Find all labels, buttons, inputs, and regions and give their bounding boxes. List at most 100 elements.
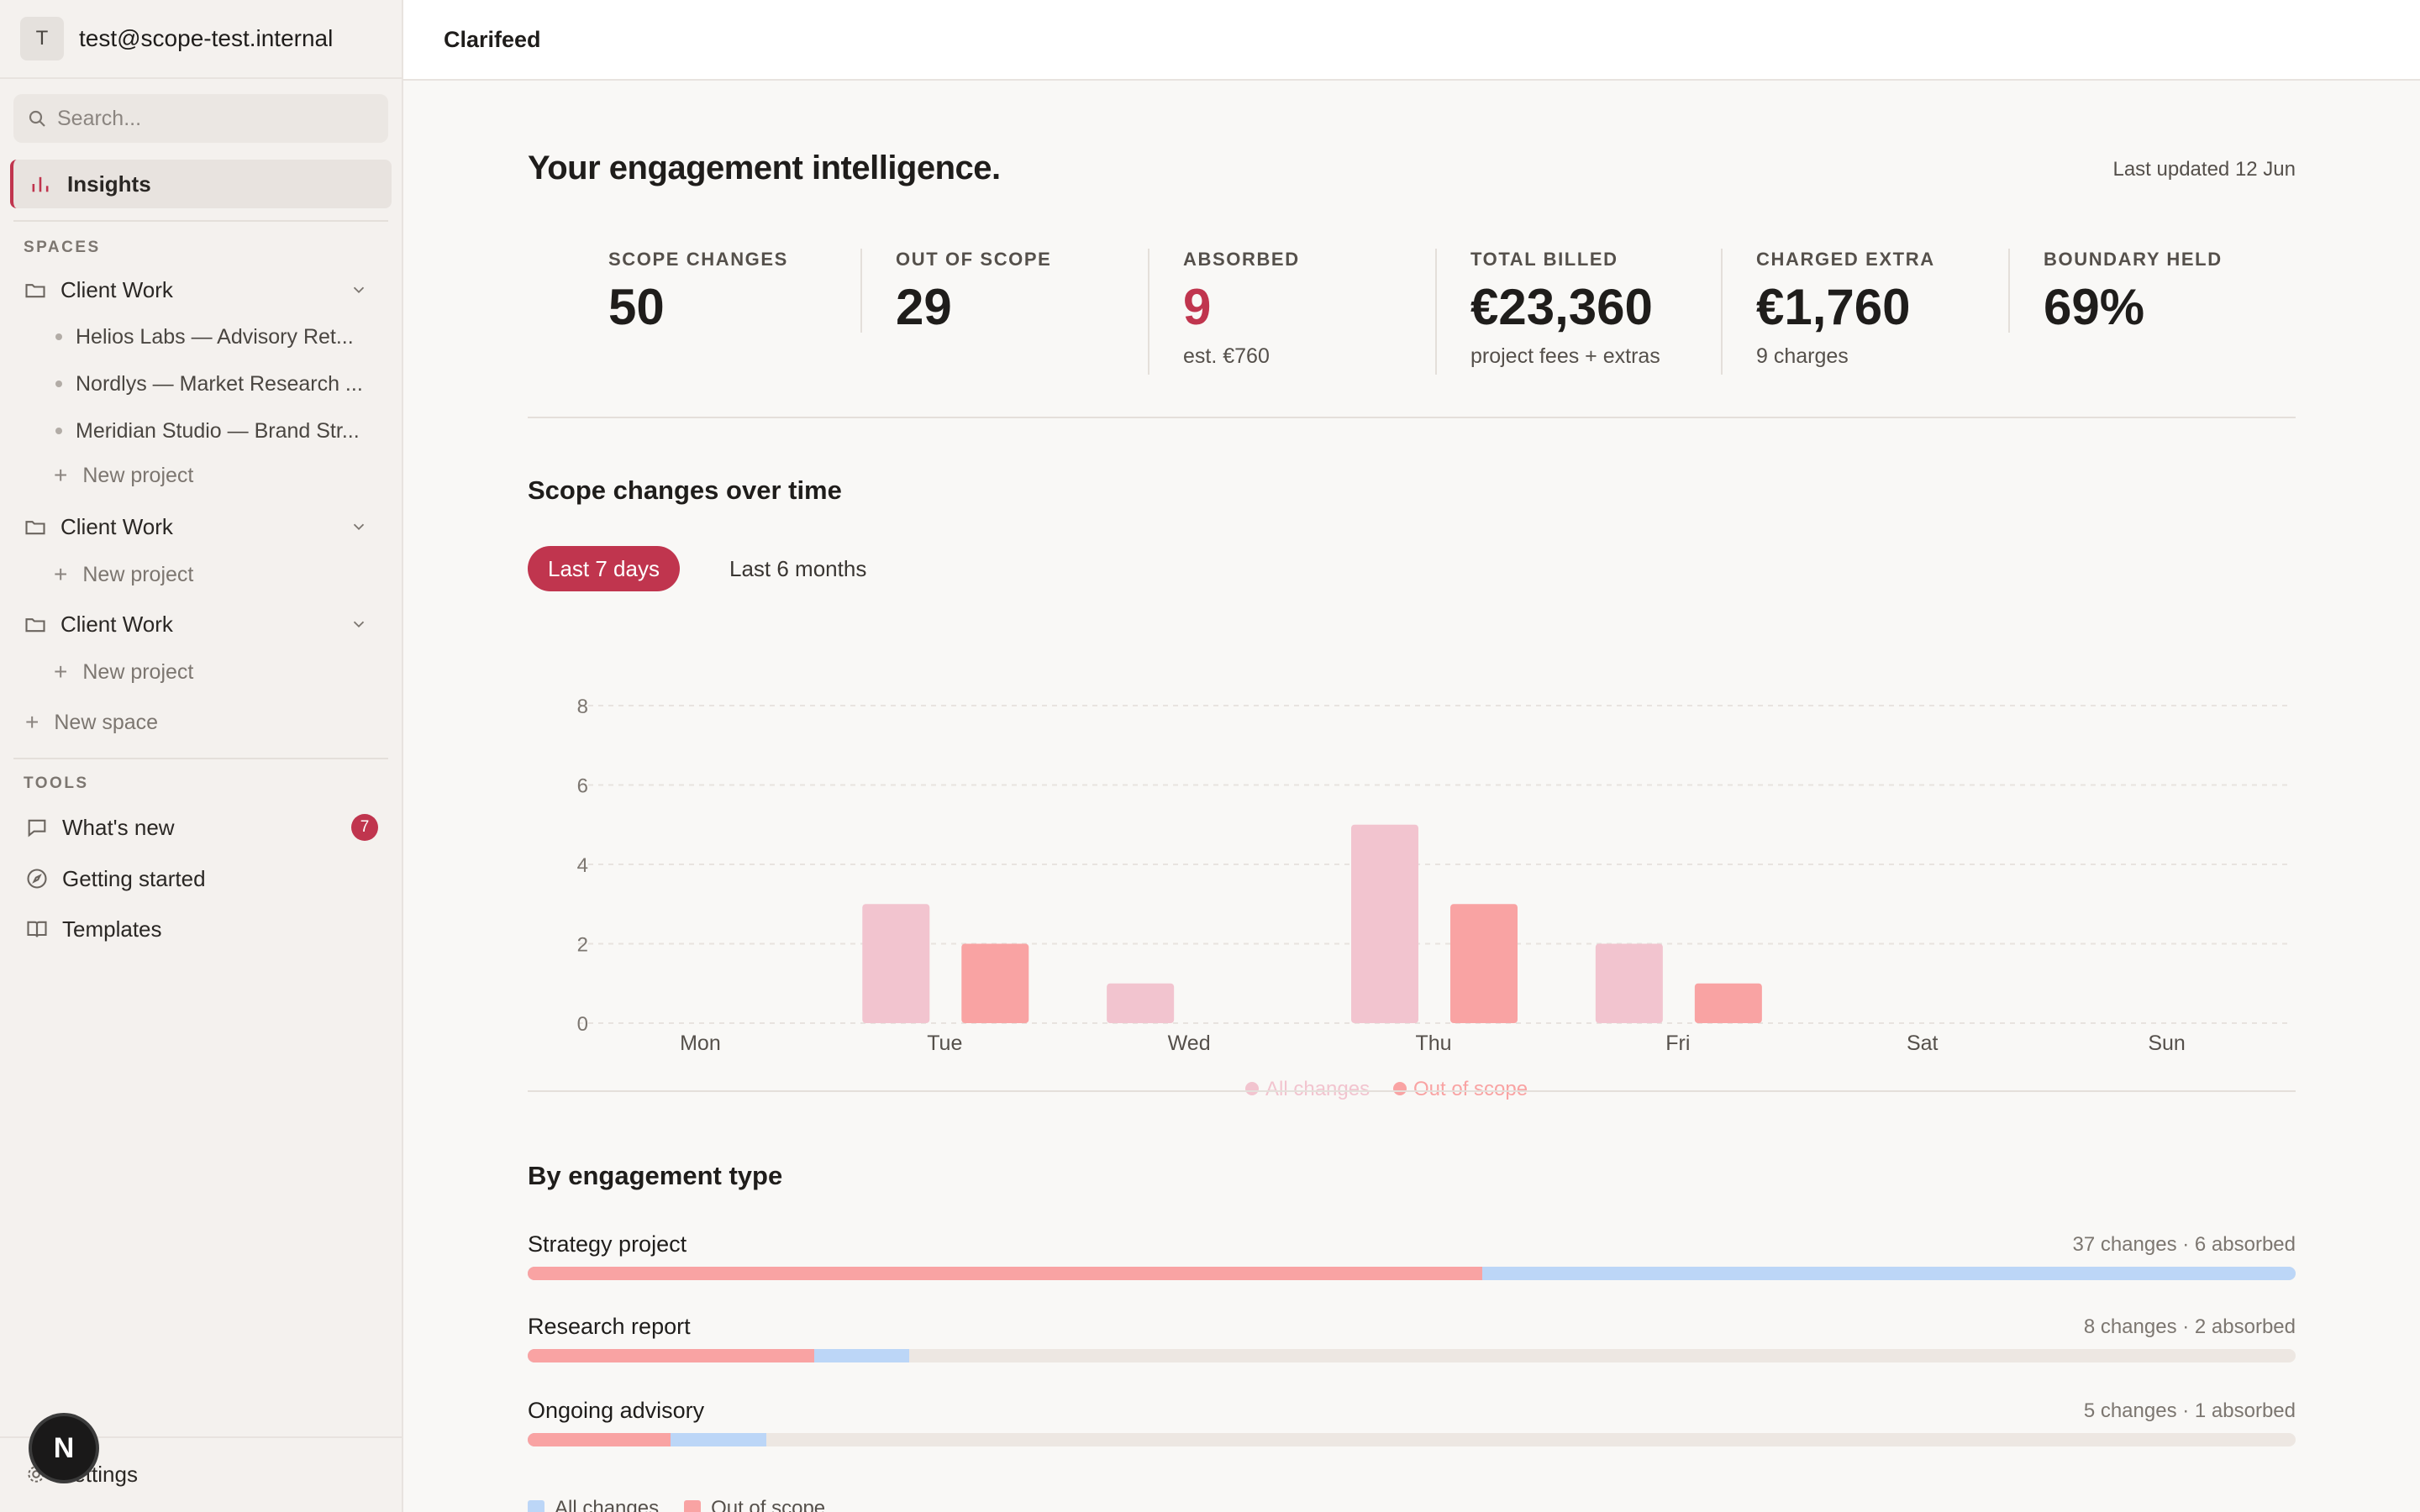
stat-sub: project fees + extras bbox=[1470, 344, 1660, 368]
tool-label: What's new bbox=[62, 814, 175, 840]
bar-all-changes bbox=[1595, 943, 1663, 1023]
folder-icon bbox=[25, 521, 45, 535]
book-icon bbox=[27, 921, 47, 937]
project-item[interactable]: Helios Labs — Advisory Ret... bbox=[55, 316, 385, 358]
tool-getting-started[interactable]: Getting started bbox=[25, 858, 378, 900]
new-project-label: New project bbox=[82, 463, 194, 487]
space-name: Client Work bbox=[60, 611, 173, 637]
scope-chart-title: Scope changes over time bbox=[528, 475, 842, 505]
engagement-title: By engagement type bbox=[528, 1161, 783, 1190]
bar-all-changes bbox=[862, 904, 930, 1023]
tool-label: Getting started bbox=[62, 865, 206, 891]
sidebar: T test@scope-test.internal Search... Ins… bbox=[0, 0, 403, 1512]
chevron-down-icon[interactable] bbox=[350, 615, 368, 633]
new-project-button[interactable]: + New project bbox=[54, 457, 193, 494]
legend-label: All changes bbox=[555, 1497, 660, 1512]
y-tick-label: 2 bbox=[577, 934, 588, 957]
stat-sub: 9 charges bbox=[1756, 344, 1849, 368]
gear-icon bbox=[28, 1466, 45, 1483]
project-item[interactable]: Nordlys — Market Research ... bbox=[55, 363, 385, 405]
stat-label: CHARGED EXTRA bbox=[1756, 249, 1935, 270]
y-tick-label: 8 bbox=[577, 696, 588, 718]
notification-badge: 7 bbox=[351, 814, 378, 841]
engagement-meta: 37 changes · 6 absorbed bbox=[2072, 1233, 2296, 1256]
bar-all-changes bbox=[1351, 824, 1418, 1023]
new-project-button[interactable]: + New project bbox=[54, 654, 193, 690]
stat-total-billed: TOTAL BILLED €23,360 project fees + extr… bbox=[1470, 249, 1660, 375]
search-input[interactable]: Search... bbox=[57, 106, 142, 130]
stat-label: BOUNDARY HELD bbox=[2044, 249, 2223, 270]
engagement-row: Ongoing advisory 5 changes · 1 absorbed bbox=[528, 1398, 2296, 1465]
engagement-bar bbox=[528, 1267, 2296, 1280]
x-tick-label: Sat bbox=[1907, 1032, 1939, 1055]
space-client-work-3[interactable]: Client Work bbox=[24, 603, 381, 645]
scope-changes-chart: 0 2 4 6 8 Mon Tue Wed Thu Fri Sat Sun All changes Out… bbox=[577, 696, 2289, 1100]
legend-label: Out of scope bbox=[1413, 1078, 1528, 1100]
tab-last-7-days[interactable]: Last 7 days bbox=[528, 546, 680, 591]
bar-all-changes bbox=[1107, 983, 1175, 1023]
engagement-meta: 5 changes · 1 absorbed bbox=[2083, 1399, 2296, 1422]
space-client-work-1[interactable]: Client Work bbox=[24, 269, 381, 311]
new-space-button[interactable]: + New space bbox=[25, 704, 158, 741]
engagement-legend: All changes Out of scope bbox=[528, 1497, 825, 1512]
tool-whats-new[interactable]: What's new 7 bbox=[25, 806, 378, 848]
y-tick-label: 0 bbox=[577, 1013, 588, 1036]
x-tick-label: Wed bbox=[1168, 1032, 1211, 1055]
project-item[interactable]: Meridian Studio — Brand Str... bbox=[55, 410, 385, 452]
stat-value: 50 bbox=[608, 279, 665, 335]
search-icon bbox=[29, 110, 45, 127]
spaces-label: SPACES bbox=[24, 239, 101, 256]
plus-icon: + bbox=[54, 561, 68, 587]
engagement-row: Research report 8 changes · 2 absorbed bbox=[528, 1314, 2296, 1381]
stat-charged-extra: CHARGED EXTRA €1,760 9 charges bbox=[1756, 249, 1935, 375]
plus-icon: + bbox=[54, 462, 68, 488]
x-tick-label: Fri bbox=[1665, 1032, 1690, 1055]
tab-last-6-months[interactable]: Last 6 months bbox=[729, 555, 867, 581]
tool-templates[interactable]: Templates bbox=[25, 908, 378, 950]
space-name: Client Work bbox=[60, 513, 173, 539]
engagement-row: Strategy project 37 changes · 6 absorbed bbox=[528, 1231, 2296, 1299]
stat-scope-changes: SCOPE CHANGES 50 bbox=[608, 249, 788, 375]
project-name: Meridian Studio — Brand Str... bbox=[76, 418, 360, 443]
stat-label: OUT OF SCOPE bbox=[896, 249, 1052, 270]
stat-absorbed: ABSORBED 9 est. €760 bbox=[1183, 249, 1300, 375]
stat-value: €1,760 bbox=[1756, 279, 1911, 335]
new-project-button[interactable]: + New project bbox=[54, 556, 193, 593]
out-of-scope-fill bbox=[528, 1433, 671, 1446]
plus-icon: + bbox=[25, 709, 39, 735]
stat-value: 69% bbox=[2044, 279, 2145, 335]
bullet-icon bbox=[55, 428, 62, 434]
y-tick-label: 6 bbox=[577, 775, 588, 798]
chevron-down-icon[interactable] bbox=[350, 517, 368, 536]
legend-swatch bbox=[684, 1500, 702, 1512]
divider bbox=[2008, 249, 2010, 333]
assistant-fab[interactable]: N bbox=[32, 1416, 96, 1480]
stat-value: 9 bbox=[1183, 279, 1212, 335]
account-switcher[interactable]: T test@scope-test.internal bbox=[0, 0, 402, 79]
compass-icon bbox=[27, 869, 47, 889]
out-of-scope-fill bbox=[528, 1349, 814, 1362]
y-tick-label: 4 bbox=[577, 854, 588, 877]
legend-swatch bbox=[528, 1500, 544, 1512]
last-updated: Last updated 12 Jun bbox=[2112, 158, 2296, 181]
stat-label: TOTAL BILLED bbox=[1470, 249, 1618, 270]
chevron-down-icon[interactable] bbox=[350, 281, 368, 299]
search-box[interactable]: Search... bbox=[13, 94, 388, 143]
engagement-bar bbox=[528, 1349, 2296, 1362]
space-client-work-2[interactable]: Client Work bbox=[24, 506, 381, 548]
legend-dot bbox=[1245, 1082, 1259, 1095]
divider bbox=[1435, 249, 1437, 375]
stats-row: SCOPE CHANGES 50 OUT OF SCOPE 29 ABSORBE… bbox=[528, 249, 2296, 417]
space-name: Client Work bbox=[60, 276, 173, 302]
page-title: Your engagement intelligence. bbox=[528, 150, 1001, 186]
legend-label: Out of scope bbox=[711, 1497, 826, 1512]
folder-icon bbox=[25, 284, 45, 298]
tool-label: Templates bbox=[62, 916, 162, 942]
sidebar-item-insights[interactable]: Insights bbox=[10, 160, 392, 208]
account-email: test@scope-test.internal bbox=[79, 25, 334, 51]
folder-icon bbox=[25, 618, 45, 633]
divider bbox=[528, 1090, 2296, 1092]
divider bbox=[860, 249, 862, 333]
stat-label: SCOPE CHANGES bbox=[608, 249, 788, 270]
bar-out-of-scope bbox=[1450, 904, 1518, 1023]
